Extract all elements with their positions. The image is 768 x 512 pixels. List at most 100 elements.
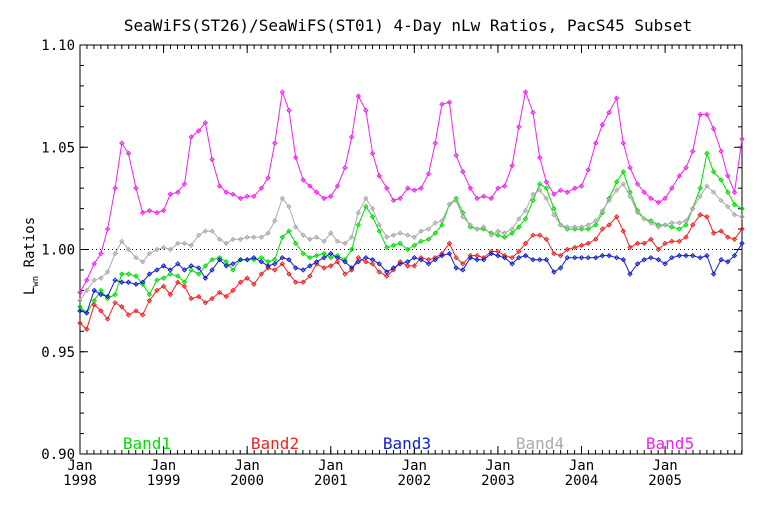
data-point	[251, 234, 257, 240]
data-point	[718, 177, 724, 183]
data-point	[522, 240, 529, 247]
data-point	[418, 185, 424, 191]
data-point	[488, 195, 494, 202]
data-point	[718, 197, 724, 204]
data-point	[167, 267, 173, 273]
series-band4	[77, 181, 745, 304]
data-point	[307, 254, 313, 261]
data-point	[425, 236, 432, 242]
data-point	[551, 269, 557, 275]
data-point	[578, 226, 585, 232]
data-point	[202, 228, 209, 234]
data-point	[446, 250, 453, 257]
data-point	[662, 240, 668, 247]
legend-entry-band2: Band2	[251, 434, 299, 453]
data-point	[634, 209, 641, 216]
data-point	[390, 242, 397, 249]
data-point	[593, 236, 599, 242]
data-point	[725, 203, 731, 210]
data-point	[369, 257, 376, 263]
data-point	[384, 244, 390, 251]
data-point	[300, 267, 306, 273]
data-point	[718, 257, 724, 263]
data-point	[244, 257, 250, 263]
data-point	[460, 261, 466, 267]
data-point	[676, 173, 683, 179]
data-point	[543, 185, 550, 191]
data-point	[98, 291, 104, 298]
data-point	[411, 254, 418, 261]
data-point	[725, 234, 731, 240]
data-point	[154, 287, 160, 294]
data-point	[404, 185, 411, 191]
data-point	[543, 236, 550, 242]
data-point	[530, 197, 536, 204]
data-point	[655, 224, 662, 230]
data-point	[188, 267, 194, 273]
data-point	[175, 273, 181, 279]
data-point	[593, 222, 599, 228]
data-point	[230, 261, 236, 267]
data-point	[599, 226, 606, 232]
data-point	[272, 218, 278, 224]
data-point	[223, 293, 229, 300]
data-point	[292, 240, 299, 247]
data-point	[731, 201, 738, 208]
data-point	[704, 252, 710, 259]
data-point	[710, 230, 717, 236]
data-point	[334, 238, 341, 245]
data-point	[432, 230, 438, 236]
data-point	[112, 299, 118, 306]
data-point	[634, 181, 641, 187]
data-point	[446, 99, 453, 105]
data-point	[376, 269, 382, 275]
data-point	[669, 220, 675, 226]
data-point	[606, 252, 612, 259]
x-tick-year: 1998	[63, 473, 97, 489]
data-point	[474, 257, 480, 263]
data-point	[125, 271, 132, 277]
data-point	[564, 246, 571, 253]
data-point	[572, 185, 578, 191]
data-point	[279, 195, 285, 202]
data-point	[676, 252, 683, 259]
data-point	[411, 187, 418, 193]
series-band2	[77, 212, 745, 332]
data-point	[572, 226, 578, 232]
x-tick-month: Jan	[652, 458, 677, 474]
data-point	[125, 246, 132, 253]
data-point	[77, 308, 83, 314]
data-point	[139, 312, 146, 318]
data-point	[348, 134, 355, 140]
legend: Band1 Band2 Band3 Band4 Band5	[123, 434, 694, 453]
data-point	[167, 191, 173, 197]
data-point	[537, 154, 543, 161]
data-point	[683, 234, 689, 240]
data-point	[146, 250, 153, 257]
data-point	[348, 234, 355, 240]
data-point	[313, 234, 320, 240]
data-point	[167, 271, 173, 277]
y-axis-label-subscript: wn	[31, 276, 41, 287]
data-point	[460, 214, 466, 220]
data-point	[160, 244, 167, 251]
data-point	[146, 207, 153, 214]
data-point	[112, 250, 118, 257]
data-point	[704, 214, 710, 220]
data-point	[683, 218, 689, 224]
data-point	[418, 238, 424, 245]
data-point	[710, 169, 717, 175]
data-point	[495, 185, 501, 191]
data-point	[537, 187, 543, 193]
data-point	[599, 252, 606, 259]
data-point	[439, 222, 445, 228]
series-band5	[77, 89, 745, 296]
data-point	[160, 263, 167, 269]
data-point	[328, 254, 334, 261]
data-point	[167, 291, 173, 298]
data-point	[551, 205, 557, 212]
data-point	[119, 279, 125, 285]
data-point	[481, 193, 487, 200]
data-point	[397, 261, 403, 267]
